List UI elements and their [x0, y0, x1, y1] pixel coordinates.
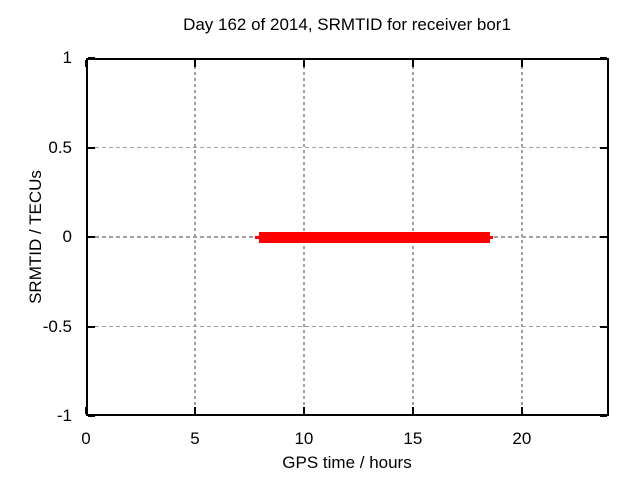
y-tick-right: [600, 236, 607, 238]
x-axis-label: GPS time / hours: [282, 453, 412, 472]
y-gridline: [88, 325, 607, 328]
x-tick-top: [520, 60, 523, 67]
y-tick-left: [88, 146, 95, 149]
x-tick-top: [302, 60, 305, 67]
x-tick-bottom: [302, 407, 305, 414]
x-tick-top: [411, 60, 414, 67]
plot-border-bottom: [86, 414, 609, 416]
y-tick-right: [600, 146, 607, 149]
x-tick-bottom: [520, 407, 523, 414]
x-tick-label: 10: [294, 429, 314, 448]
y-tick-label: 0: [62, 227, 72, 246]
y-tick-right: [600, 325, 607, 328]
y-tick-label: 1: [62, 48, 72, 67]
plot-border-top: [86, 58, 609, 60]
x-tick-label: 5: [190, 429, 200, 448]
y-tick-label: 0.5: [48, 137, 72, 157]
y-gridline: [88, 146, 607, 149]
chart-title: Day 162 of 2014, SRMTID for receiver bor…: [183, 15, 511, 34]
x-tick-label: 0: [81, 429, 91, 448]
data-series-line: [259, 231, 491, 243]
x-tick-bottom: [411, 407, 414, 414]
y-tick-left: [88, 325, 95, 328]
plot-border-left: [86, 58, 88, 416]
y-tick-left: [88, 415, 95, 417]
y-tick-right: [600, 415, 607, 417]
plot-border-right: [607, 58, 609, 416]
y-tick-left: [88, 236, 95, 238]
x-tick-label: 15: [403, 429, 423, 448]
y-tick-label: -0.5: [42, 316, 72, 336]
plot-area: 0 5 10 15 20 1 0.5 0 -0.5 -1: [43, 49, 609, 448]
x-tick-top: [193, 60, 196, 67]
x-tick-label: 20: [512, 429, 532, 448]
y-tick-label: -1: [56, 406, 72, 425]
x-tick-bottom: [193, 407, 196, 414]
